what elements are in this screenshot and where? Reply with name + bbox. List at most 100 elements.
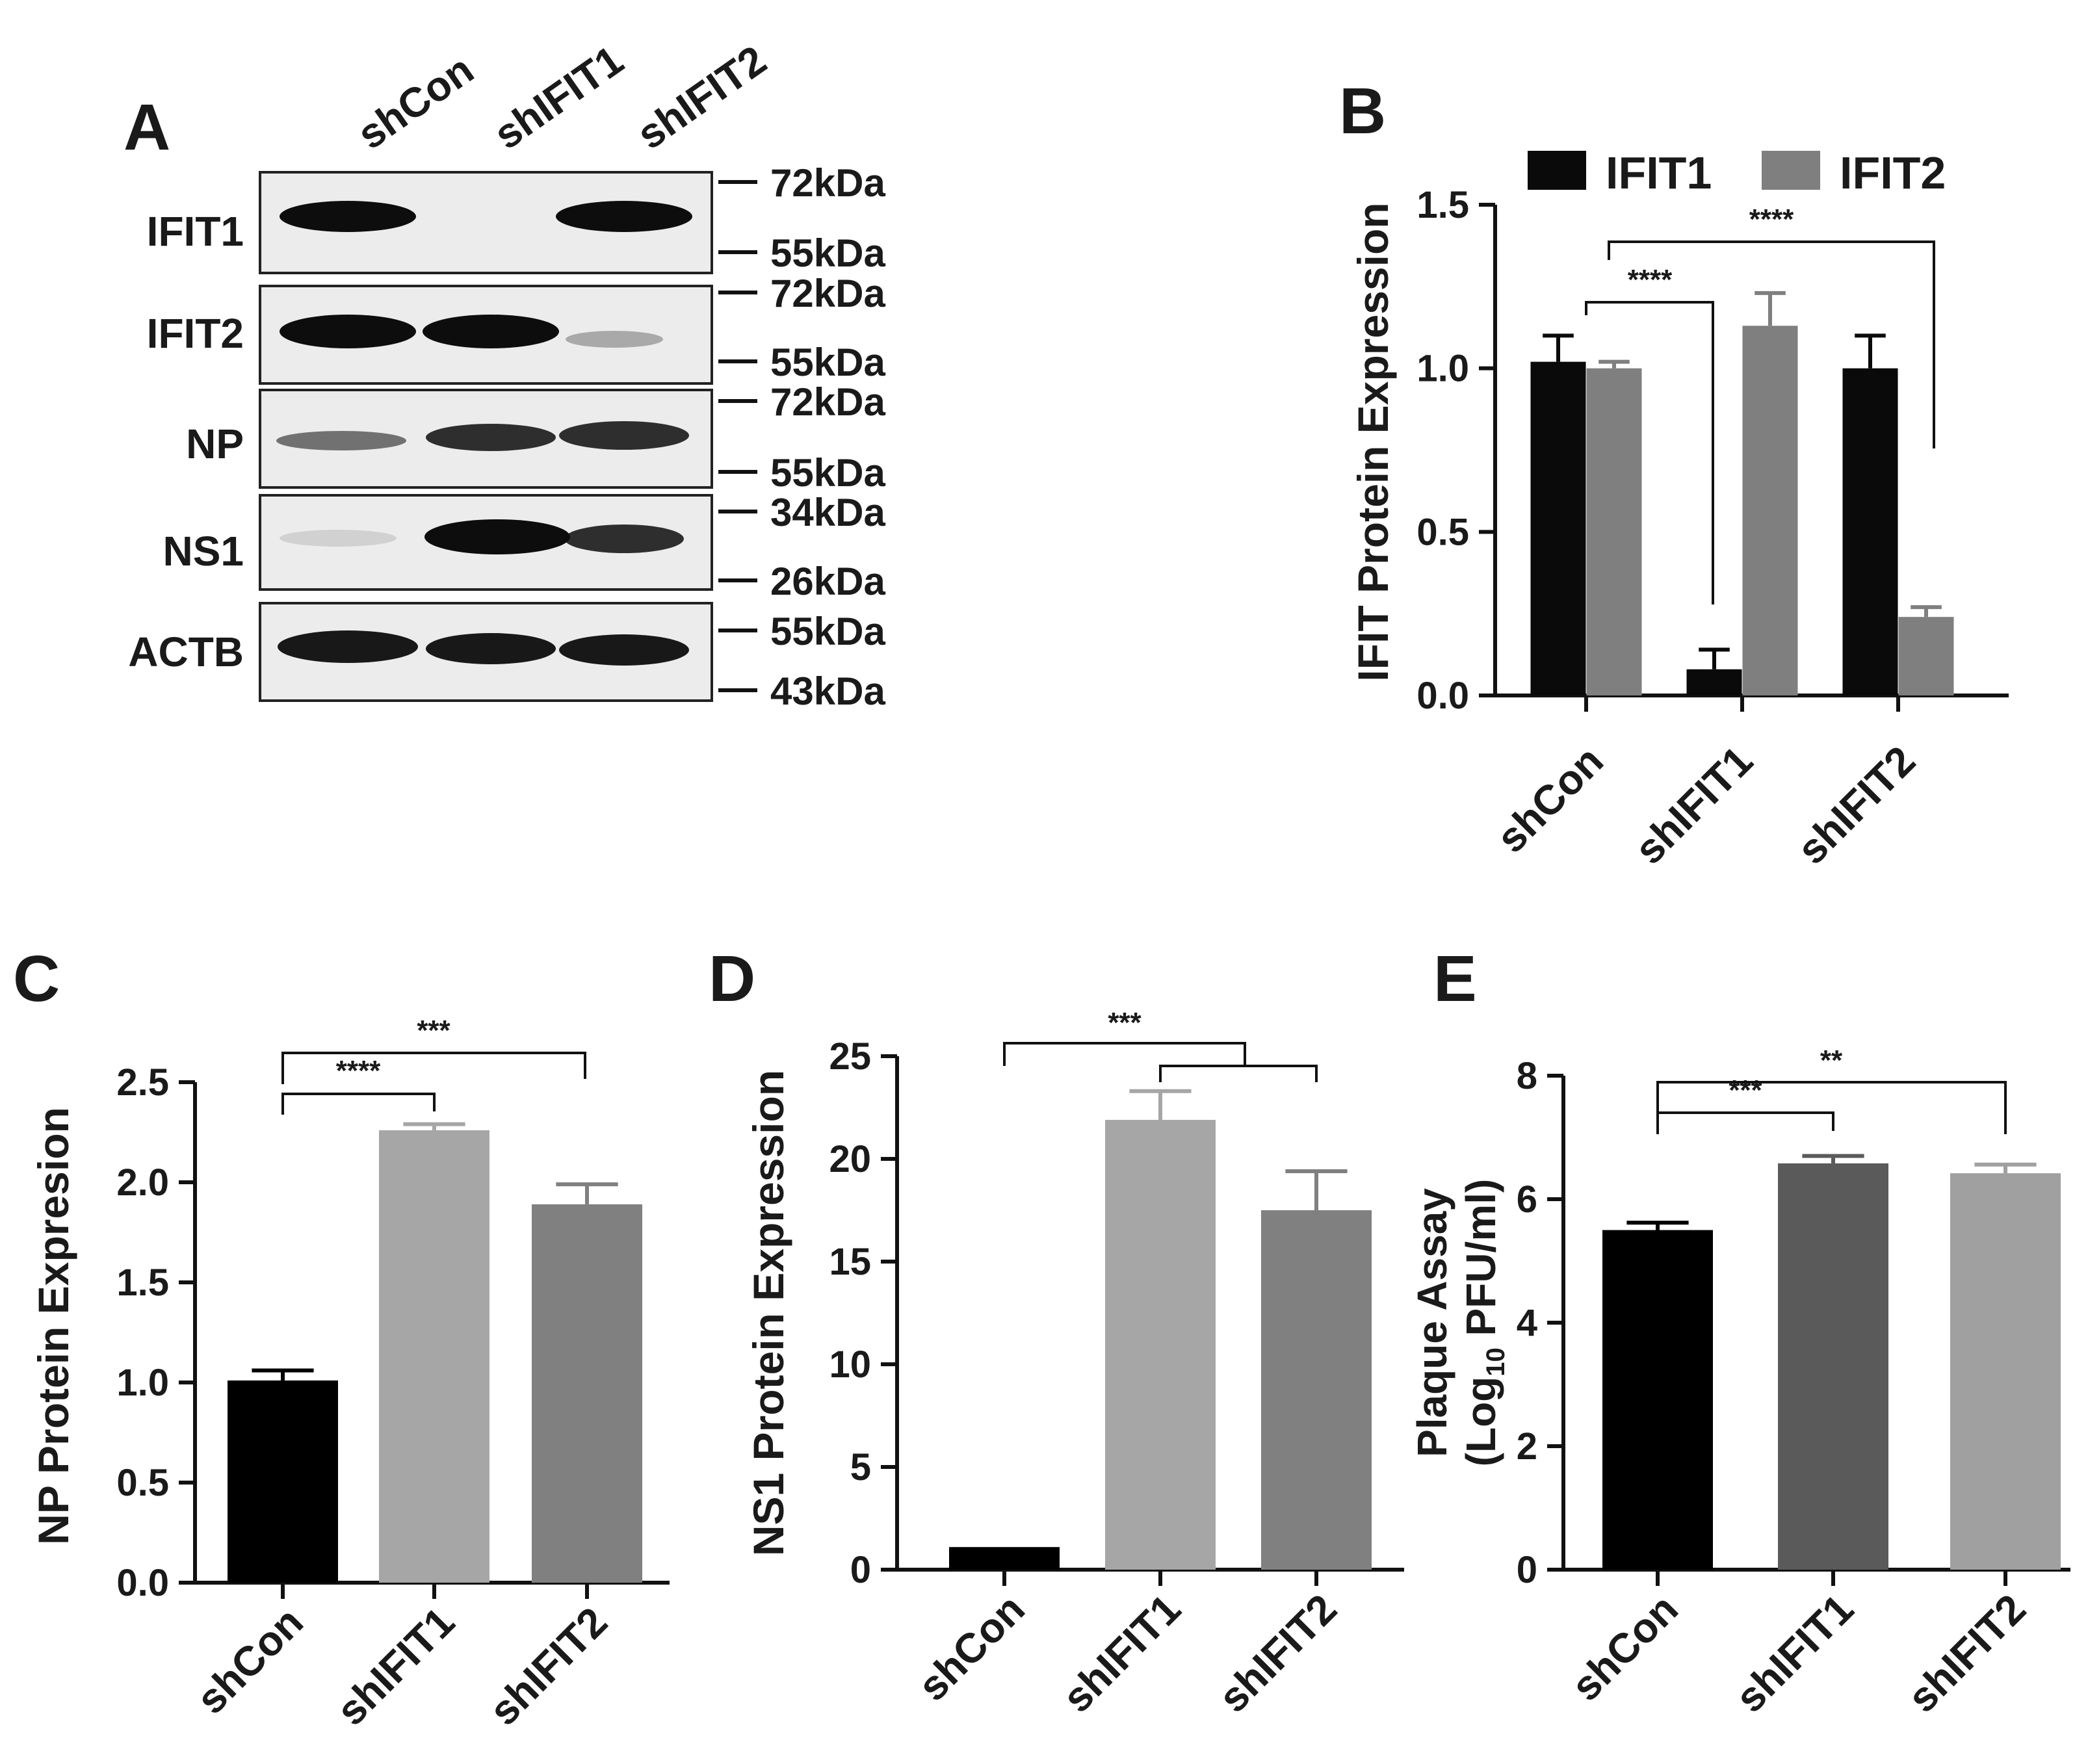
panel-label-a: A: [124, 91, 170, 164]
bar: [1950, 1173, 2061, 1570]
blot-marker: 43kDa: [770, 669, 885, 713]
blot-band: [280, 315, 416, 348]
significance-label: ***: [417, 1015, 450, 1046]
x-tick-label: shIFIT2: [1899, 1585, 2035, 1721]
blot-row-label: ACTB: [128, 629, 244, 675]
y-tick-label: 2.5: [116, 1061, 169, 1104]
x-tick-label: shIFIT2: [1210, 1585, 1346, 1721]
y-tick-label: 0.0: [116, 1562, 169, 1604]
bar: [379, 1130, 489, 1583]
x-tick-label: shIFIT1: [328, 1598, 463, 1734]
blot-row-label: NS1: [163, 528, 244, 575]
significance-brackets: **** ***: [281, 1015, 586, 1115]
blot-band: [423, 201, 559, 232]
y-tick-label: 0.0: [1416, 675, 1469, 717]
blot-band: [280, 201, 416, 232]
bar: [1530, 361, 1586, 695]
blot-marker: 72kDa: [770, 272, 885, 315]
blot-row: ACTB 55kDa 43kDa: [128, 602, 885, 713]
bar: [1586, 368, 1642, 695]
x-tick-label: shIFIT1: [1054, 1585, 1190, 1721]
significance-label: ****: [1749, 203, 1794, 235]
panel-label-e: E: [1433, 942, 1477, 1015]
significance-brackets: **** ****: [1585, 203, 1935, 604]
x-tick-label: shCon: [1562, 1585, 1687, 1710]
blot-band: [278, 630, 418, 663]
y-tick-label: 8: [1517, 1055, 1537, 1097]
x-tick-label: shIFIT1: [1626, 737, 1762, 873]
blot-marker: 72kDa: [770, 380, 885, 424]
bar: [1898, 617, 1954, 695]
x-tick-label: shIFIT2: [480, 1598, 616, 1734]
blot-band: [559, 634, 689, 666]
bar: [1842, 368, 1898, 695]
significance-label: ***: [1729, 1074, 1762, 1106]
blot-lane-label: shCon: [349, 45, 482, 158]
panel-a: A shCon shIFIT1 shIFIT2 IFIT1 72kDa 55kD…: [124, 36, 885, 713]
blot-marker: 55kDa: [770, 610, 885, 653]
blot-band: [564, 525, 684, 553]
blot-row: IFIT1 72kDa 55kDa: [147, 161, 886, 275]
bar: [1105, 1119, 1216, 1570]
plot-area: 0 2 4 6 8 shCon shIFIT1 shIFIT2: [1517, 1055, 2070, 1721]
x-tick-label: shIFIT1: [1727, 1585, 1862, 1721]
bar: [949, 1547, 1060, 1570]
y-tick-label: 1.0: [1416, 348, 1469, 390]
blot-band: [566, 331, 663, 348]
significance-brackets: *** **: [1656, 1044, 2007, 1134]
y-tick-label: 0: [1517, 1549, 1537, 1591]
bar: [1778, 1163, 1888, 1570]
y-tick-label: 10: [829, 1343, 871, 1386]
blot-row: NP 72kDa 55kDa: [186, 380, 885, 495]
y-tick-label: 15: [829, 1241, 871, 1283]
blot-band: [556, 201, 692, 232]
blot-band: [424, 519, 570, 554]
plot-area: 0.0 0.5 1.0 1.5 2.0 2.5 shCon shIFIT1 shIFIT2: [116, 1061, 670, 1734]
y-axis-label-units: (Log10 PFU/ml): [1457, 1179, 1510, 1467]
panel-d: D NS1 Protein Expression 0 5 10 15 20 25 shCon…: [709, 942, 1404, 1721]
blot-marker: 55kDa: [770, 231, 885, 275]
y-tick-label: 6: [1517, 1178, 1537, 1221]
bar: [1602, 1230, 1713, 1570]
y-tick-label: 0: [850, 1549, 871, 1591]
panel-c: C NP Protein Expresion 0.0 0.5 1.0 1.5 2.0 2.…: [13, 942, 670, 1734]
y-tick-label: 0.5: [1416, 511, 1469, 553]
y-tick-label: 5: [850, 1446, 871, 1488]
x-tick-label: shCon: [187, 1598, 312, 1723]
blot-marker: 26kDa: [770, 560, 885, 603]
bar: [1686, 669, 1742, 695]
y-axis-label: NP Protein Expresion: [29, 1107, 77, 1545]
blot-band: [426, 633, 556, 664]
blot-lane-label: shIFIT1: [486, 36, 632, 158]
legend-label: IFIT1: [1606, 148, 1712, 198]
blot-lane-labels: shCon shIFIT1 shIFIT2: [349, 36, 775, 158]
panel-b: B IFIT Protein Expression IFIT1 IFIT2 0.…: [1339, 75, 2009, 873]
blot-row-label: NP: [186, 421, 244, 467]
y-tick-label: 1.0: [116, 1362, 169, 1404]
bar: [228, 1380, 338, 1583]
y-axis-label: NS1 Protein Expression: [744, 1070, 792, 1556]
legend-label: IFIT2: [1840, 148, 1946, 198]
y-tick-label: 4: [1517, 1302, 1537, 1344]
blot-row: NS1 34kDa 26kDa: [163, 491, 886, 603]
blot-marker: 72kDa: [770, 161, 885, 205]
significance-brackets: ***: [1003, 1007, 1318, 1082]
blot-marker: 55kDa: [770, 341, 885, 384]
y-axis-label: Plaque Assay: [1409, 1188, 1455, 1457]
x-tick-label: shCon: [909, 1585, 1034, 1710]
blot-band: [280, 530, 397, 547]
blot-marker: 55kDa: [770, 451, 885, 495]
y-tick-label: 1.5: [116, 1262, 169, 1304]
panel-label-b: B: [1339, 75, 1386, 148]
y-axis-label: IFIT Protein Expression: [1349, 202, 1397, 681]
bar: [1261, 1210, 1372, 1570]
x-tick-label: shIFIT2: [1788, 737, 1924, 873]
blot-band: [423, 315, 559, 348]
legend-swatch: [1762, 151, 1820, 190]
x-tick-label: shCon: [1487, 737, 1612, 862]
blot-rows: IFIT1 72kDa 55kDa IFIT2 72kDa 55kDa: [128, 161, 885, 713]
blot-marker: 34kDa: [770, 491, 885, 534]
bar: [532, 1204, 642, 1583]
y-tick-label: 20: [829, 1138, 871, 1180]
blot-band: [559, 421, 689, 450]
